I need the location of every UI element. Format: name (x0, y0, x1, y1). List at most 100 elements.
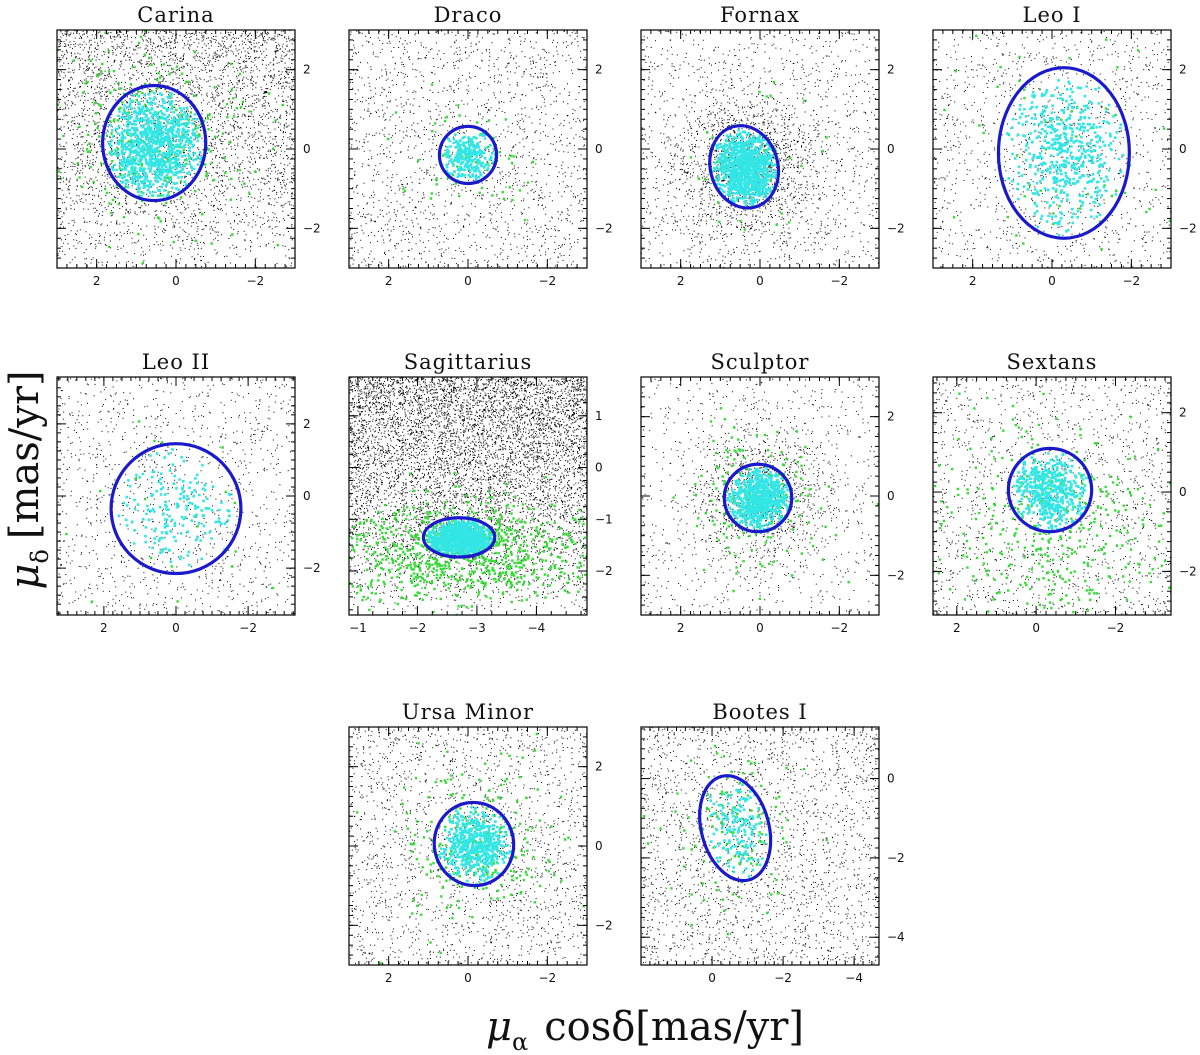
selection-ellipse (708, 124, 781, 210)
points-layer (641, 378, 879, 615)
y-tick-label: −4 (887, 930, 905, 944)
points-layer (933, 377, 1171, 615)
y-tick-label: 0 (1179, 142, 1187, 156)
x-tick-label: −2 (246, 274, 264, 288)
selection-ellipse (421, 516, 497, 559)
panel-frame (348, 376, 588, 616)
selection-ellipse (722, 462, 794, 534)
panel-bootes-i: 0 −2 −4 0 −2 −4 Bootes I (640, 700, 905, 985)
x-tick-label: −4 (845, 971, 863, 985)
x-axis-symbol: μ (486, 1004, 512, 1050)
panel-title: Sextans (1007, 350, 1098, 374)
field-stars (641, 30, 879, 268)
x-tick-label: 0 (1032, 621, 1040, 635)
y-tick-label: 0 (595, 839, 603, 853)
selection-ellipse (432, 800, 516, 888)
y-tick-label: −2 (303, 221, 321, 235)
x-tick-label: −1 (349, 621, 367, 635)
x-tick-label: 2 (677, 274, 685, 288)
x-tick-label: 0 (756, 621, 764, 635)
y-tick-label: 2 (1179, 63, 1187, 77)
y-axis-unit: [mas/yr] (2, 370, 48, 539)
x-tick-label: −2 (1107, 621, 1125, 635)
y-tick-label: −2 (595, 221, 613, 235)
x-tick-label: −2 (1122, 274, 1140, 288)
member-stars (427, 519, 494, 558)
panel-title: Draco (434, 3, 503, 27)
x-tick-label: 2 (385, 971, 393, 985)
panel-title: Ursa Minor (402, 700, 534, 724)
field-stars (349, 30, 587, 268)
member-stars (1012, 452, 1092, 532)
x-tick-label: 0 (756, 274, 764, 288)
points-layer (933, 30, 1171, 268)
x-tick-label: 0 (708, 971, 716, 985)
y-tick-label: 2 (1179, 406, 1187, 420)
x-tick-label: 0 (172, 274, 180, 288)
panel-sextans: 2 0 −2 2 0 −2 Sextans (932, 350, 1197, 635)
y-axis-symbol: μ (2, 564, 48, 590)
member-stars (711, 128, 779, 208)
field-stars (933, 377, 1171, 615)
member-stars (439, 805, 512, 886)
y-tick-label: 2 (595, 760, 603, 774)
points-layer (349, 377, 587, 615)
x-tick-label: 2 (969, 274, 977, 288)
panel-title: Leo II (142, 350, 210, 374)
panel-draco: 2 0 −2 2 0 −2 Draco (348, 3, 613, 288)
x-tick-label: −2 (538, 971, 556, 985)
selection-ellipse (698, 774, 773, 883)
y-tick-label: 0 (303, 142, 311, 156)
panel-title: Sagittarius (404, 350, 533, 374)
x-tick-label: −2 (774, 971, 792, 985)
x-axis-unit: [mas/yr] (635, 1004, 804, 1050)
y-tick-label: 2 (595, 63, 603, 77)
y-tick-label: 2 (887, 63, 895, 77)
x-tick-label: 0 (1048, 274, 1056, 288)
y-tick-label: 0 (887, 772, 895, 786)
x-tick-label: −2 (538, 274, 556, 288)
panel-leo-i: 2 0 −2 2 0 −2 Leo I (932, 3, 1197, 288)
y-tick-label: −2 (887, 221, 905, 235)
y-tick-label: 0 (1179, 485, 1187, 499)
y-tick-label: 0 (303, 489, 311, 503)
y-tick-label: −1 (595, 512, 613, 526)
x-tick-label: 2 (385, 274, 393, 288)
y-tick-label: −2 (1179, 564, 1197, 578)
x-tick-label: 2 (100, 621, 108, 635)
y-tick-label: −2 (303, 561, 321, 575)
x-tick-label: −4 (528, 621, 546, 635)
member-stars (726, 466, 792, 533)
y-tick-label: 0 (595, 142, 603, 156)
points-layer (57, 30, 295, 268)
y-tick-label: 0 (887, 142, 895, 156)
candidate-stars (933, 392, 1171, 615)
x-tick-label: −2 (239, 621, 257, 635)
panel-title: Leo I (1023, 3, 1082, 27)
member-stars (709, 783, 768, 878)
panel-carina: 2 0 −2 2 0 −2 Carina (56, 3, 321, 288)
member-stars (444, 132, 497, 182)
x-tick-label: 2 (677, 621, 685, 635)
x-tick-label: −2 (830, 274, 848, 288)
x-axis-cos: cosδ (544, 1004, 635, 1050)
selection-ellipse (996, 66, 1131, 240)
field-stars (349, 727, 587, 965)
field-stars (57, 377, 295, 615)
candidate-stars (643, 744, 828, 936)
selection-ellipse (101, 83, 208, 203)
points-layer (641, 727, 879, 965)
candidate-stars (57, 30, 284, 265)
selection-ellipse (1006, 446, 1094, 534)
panel-title: Fornax (720, 3, 800, 27)
points-layer (349, 30, 587, 268)
y-axis-label: μδ [mas/yr] (2, 370, 54, 589)
panel-frame (640, 726, 880, 966)
member-stars (117, 448, 232, 567)
y-tick-label: −2 (887, 851, 905, 865)
y-tick-label: 0 (887, 489, 895, 503)
candidate-stars (349, 471, 587, 615)
x-axis-subscript: α (512, 1028, 528, 1055)
panel-title: Bootes I (712, 700, 807, 724)
